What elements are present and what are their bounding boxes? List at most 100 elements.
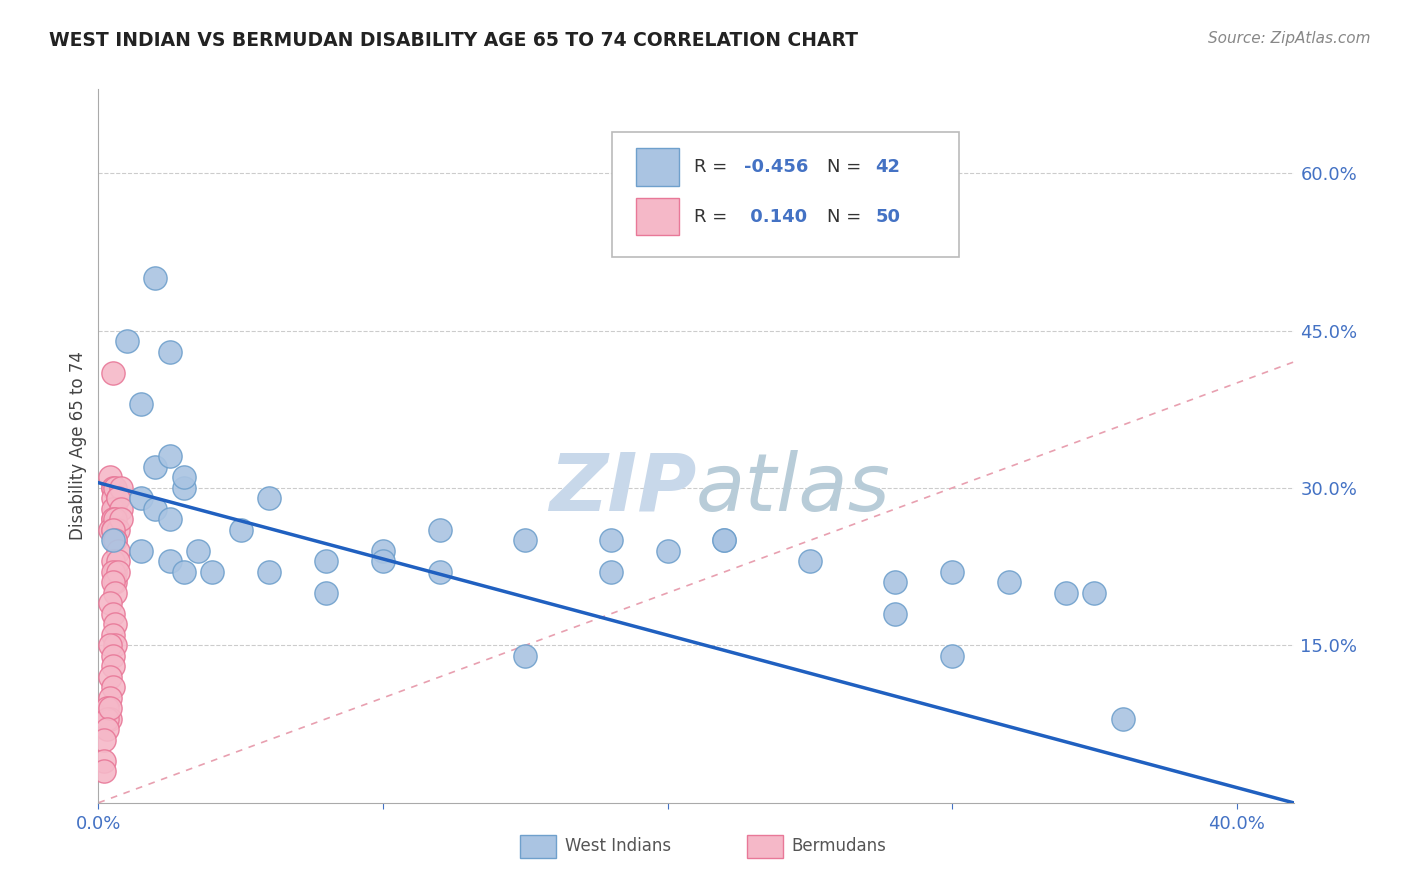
Point (96, 712, 118, 726)
Point (173, 565, 195, 579)
Point (104, 639, 127, 653)
Point (159, 554, 181, 568)
Point (515, 648, 537, 663)
Point (599, 565, 621, 579)
Point (104, 575, 127, 590)
Point (96, 701, 118, 715)
Point (257, 491, 280, 506)
Point (599, 533, 621, 548)
Text: West Indians: West Indians (565, 838, 671, 855)
Point (98, 596, 121, 610)
Point (101, 681, 124, 695)
Point (98, 690, 121, 705)
FancyBboxPatch shape (637, 148, 679, 186)
Point (101, 491, 124, 506)
Text: 0.140: 0.140 (744, 208, 807, 226)
Point (98, 639, 121, 653)
Point (129, 544, 152, 558)
Point (713, 533, 735, 548)
Point (107, 544, 129, 558)
Point (143, 271, 166, 285)
Point (159, 450, 181, 464)
Point (101, 533, 124, 548)
Point (371, 554, 394, 568)
Point (104, 565, 127, 579)
Point (107, 554, 129, 568)
FancyBboxPatch shape (748, 835, 783, 858)
Point (104, 617, 127, 632)
Text: R =: R = (693, 208, 733, 226)
Point (101, 366, 124, 380)
Point (101, 481, 124, 495)
Point (429, 565, 451, 579)
Point (93, 764, 115, 779)
Point (101, 659, 124, 673)
Point (713, 533, 735, 548)
Point (1054, 586, 1077, 600)
Point (101, 512, 124, 526)
Point (1083, 586, 1105, 600)
FancyBboxPatch shape (637, 198, 679, 235)
Point (257, 565, 280, 579)
Point (101, 523, 124, 537)
Point (101, 607, 124, 621)
Point (101, 565, 124, 579)
Point (101, 575, 124, 590)
Point (143, 460, 166, 475)
Point (129, 491, 152, 506)
Point (101, 502, 124, 516)
Point (98, 470, 121, 484)
Point (315, 586, 337, 600)
Point (159, 512, 181, 526)
Point (110, 502, 132, 516)
Point (110, 512, 132, 526)
Point (104, 586, 127, 600)
Point (657, 544, 679, 558)
Point (315, 554, 337, 568)
Text: R =: R = (693, 158, 733, 176)
FancyBboxPatch shape (520, 835, 557, 858)
Point (187, 544, 209, 558)
Text: Bermudans: Bermudans (792, 838, 886, 855)
Point (941, 648, 963, 663)
Point (799, 554, 821, 568)
Point (101, 512, 124, 526)
Point (101, 554, 124, 568)
Point (941, 565, 963, 579)
Point (98, 712, 121, 726)
Point (101, 648, 124, 663)
Point (173, 470, 195, 484)
Point (515, 533, 537, 548)
Point (93, 732, 115, 747)
Text: -0.456: -0.456 (744, 158, 808, 176)
Point (98, 670, 121, 684)
Point (98, 701, 121, 715)
Point (173, 481, 195, 495)
Point (884, 575, 907, 590)
Point (107, 565, 129, 579)
Point (229, 523, 252, 537)
Point (107, 491, 129, 506)
Point (998, 575, 1021, 590)
Text: 42: 42 (876, 158, 900, 176)
Point (104, 502, 127, 516)
Text: N =: N = (827, 158, 868, 176)
Point (101, 523, 124, 537)
Point (96, 723, 118, 737)
Text: WEST INDIAN VS BERMUDAN DISABILITY AGE 65 TO 74 CORRELATION CHART: WEST INDIAN VS BERMUDAN DISABILITY AGE 6… (49, 31, 858, 50)
Text: Source: ZipAtlas.com: Source: ZipAtlas.com (1208, 31, 1371, 46)
Text: 50: 50 (876, 208, 900, 226)
Point (159, 344, 181, 359)
Point (143, 502, 166, 516)
Point (104, 481, 127, 495)
Text: N =: N = (827, 208, 868, 226)
Point (371, 544, 394, 558)
Point (93, 754, 115, 768)
Point (429, 523, 451, 537)
Point (115, 334, 138, 348)
Text: atlas: atlas (696, 450, 891, 528)
Point (98, 523, 121, 537)
Point (110, 481, 132, 495)
Point (129, 397, 152, 411)
Y-axis label: Disability Age 65 to 74: Disability Age 65 to 74 (69, 351, 87, 541)
